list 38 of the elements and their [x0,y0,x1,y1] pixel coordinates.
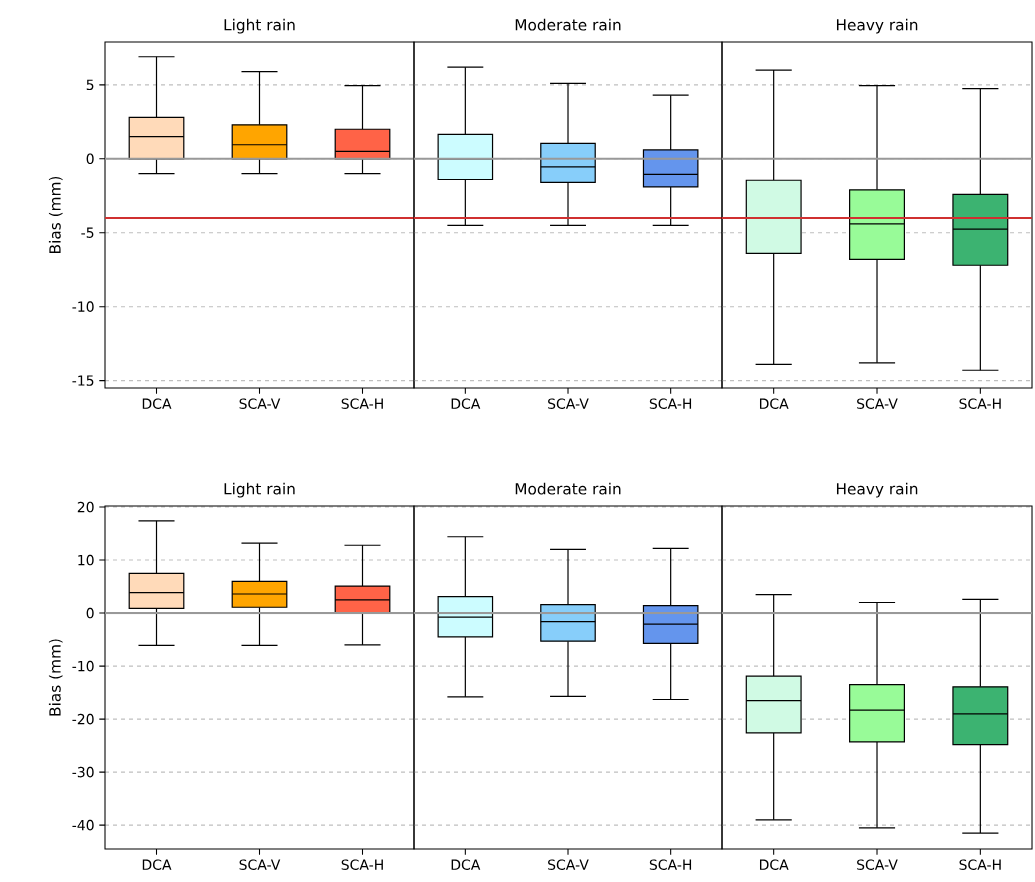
x-tick-label: DCA [451,859,481,870]
x-tick-label: SCA-H [959,398,1001,409]
chart-title: Heavy rain [836,18,918,34]
y-tick-label: -5 [81,227,94,238]
x-tick-label: DCA [142,398,172,409]
chart-title: Heavy rain [836,482,918,498]
y-axis-title: Bias (mm) [48,176,63,253]
x-tick-label: SCA-V [857,398,898,409]
x-tick-label: SCA-V [548,398,589,409]
x-tick-label: SCA-H [341,859,383,870]
y-tick-label: -15 [72,375,94,386]
chart-title: Moderate rain [515,18,621,31]
x-tick-label: SCA-H [649,859,692,870]
x-tick-label: DCA [759,398,789,409]
x-tick-label: SCA-V [239,859,281,870]
x-tick-label: SCA-H [649,398,692,409]
x-tick-label: SCA-V [857,859,898,870]
y-tick-label: 10 [78,554,94,566]
y-tick-label: -10 [72,301,94,312]
y-tick-label: 20 [77,501,94,513]
x-tick-label: SCA-H [959,859,1001,870]
y-tick-label: 5 [86,79,94,91]
y-tick-label: -10 [72,660,94,672]
x-tick-label: DCA [759,859,789,870]
x-tick-label: SCA-H [341,398,383,409]
y-tick-label: 0 [86,153,94,165]
y-tick-label: -20 [72,713,94,725]
chart-title: Light rain [224,482,295,498]
y-axis-title: Bias (mm) [48,639,63,716]
x-tick-label: DCA [451,398,481,409]
y-tick-label: -30 [72,766,94,778]
chart-title: Moderate rain [515,482,621,495]
x-tick-label: DCA [142,859,172,870]
y-tick-label: 0 [86,607,94,619]
y-tick-label: -40 [72,819,94,831]
x-tick-label: SCA-V [239,398,281,409]
chart-title: Light rain [224,18,295,34]
x-tick-label: SCA-V [548,859,589,870]
